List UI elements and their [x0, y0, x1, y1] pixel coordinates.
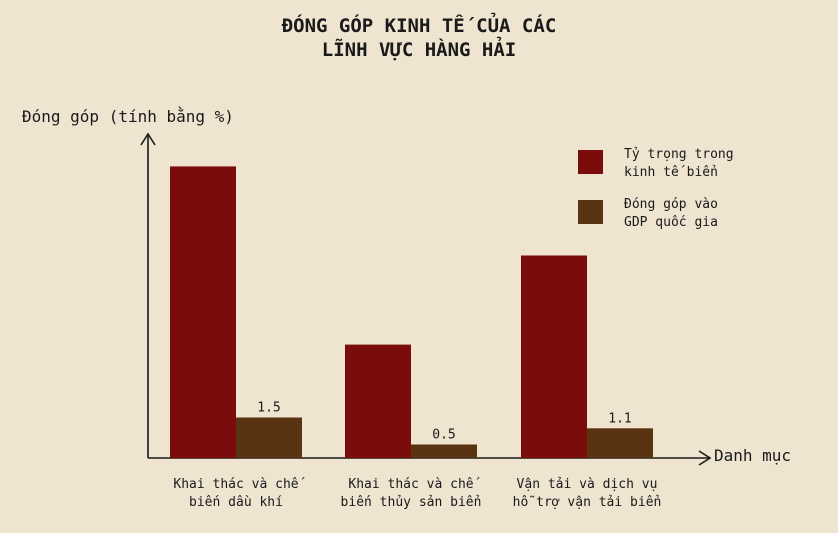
x-tick-label: Khai thác và chế: [173, 477, 305, 492]
legend-label: GDP quốc gia: [624, 215, 718, 230]
data-label: 0.5: [432, 428, 455, 443]
bar: [170, 166, 236, 458]
legend-label: kinh tế biển: [624, 165, 718, 180]
data-label: 1.1: [608, 411, 631, 426]
chart-title-line: LĨNH VỰC HÀNG HẢI: [322, 35, 516, 61]
legend-label: Đóng góp vào: [624, 197, 718, 212]
legend-swatch: [578, 150, 603, 174]
x-axis-arrow: [698, 450, 712, 466]
x-tick-label: Vận tải và dịch vụ: [517, 477, 658, 492]
legend-swatch: [578, 200, 603, 224]
legend: Tỷ trọng trong kinh tế biển Đóng góp vào GD…: [578, 147, 734, 230]
legend-label: Tỷ trọng trong: [624, 147, 734, 162]
x-axis-label: Danh mục: [714, 446, 791, 465]
bar: [587, 428, 653, 458]
x-tick-label: biến thủy sản biển: [341, 495, 482, 510]
data-labels: 1.5 0.5 1.1: [257, 401, 631, 443]
y-axis-arrow: [140, 132, 156, 146]
y-axis-label: Đóng góp (tính bằng %): [22, 106, 234, 126]
x-tick-label: biến dầu khí: [189, 495, 283, 510]
bars: [170, 166, 653, 458]
chart-title-line: ĐÓNG GÓP KINH TẾ CỦA CÁC: [282, 11, 557, 37]
x-tick-labels: Khai thác và chế biến dầu khí Khai thác và…: [173, 477, 661, 510]
bar: [236, 417, 302, 458]
bar: [411, 444, 477, 458]
x-tick-label: hỗ trợ vận tải biển: [513, 495, 662, 510]
x-tick-label: Khai thác và chế: [348, 477, 480, 492]
data-label: 1.5: [257, 401, 280, 416]
bar: [345, 344, 411, 458]
bar: [521, 255, 587, 458]
